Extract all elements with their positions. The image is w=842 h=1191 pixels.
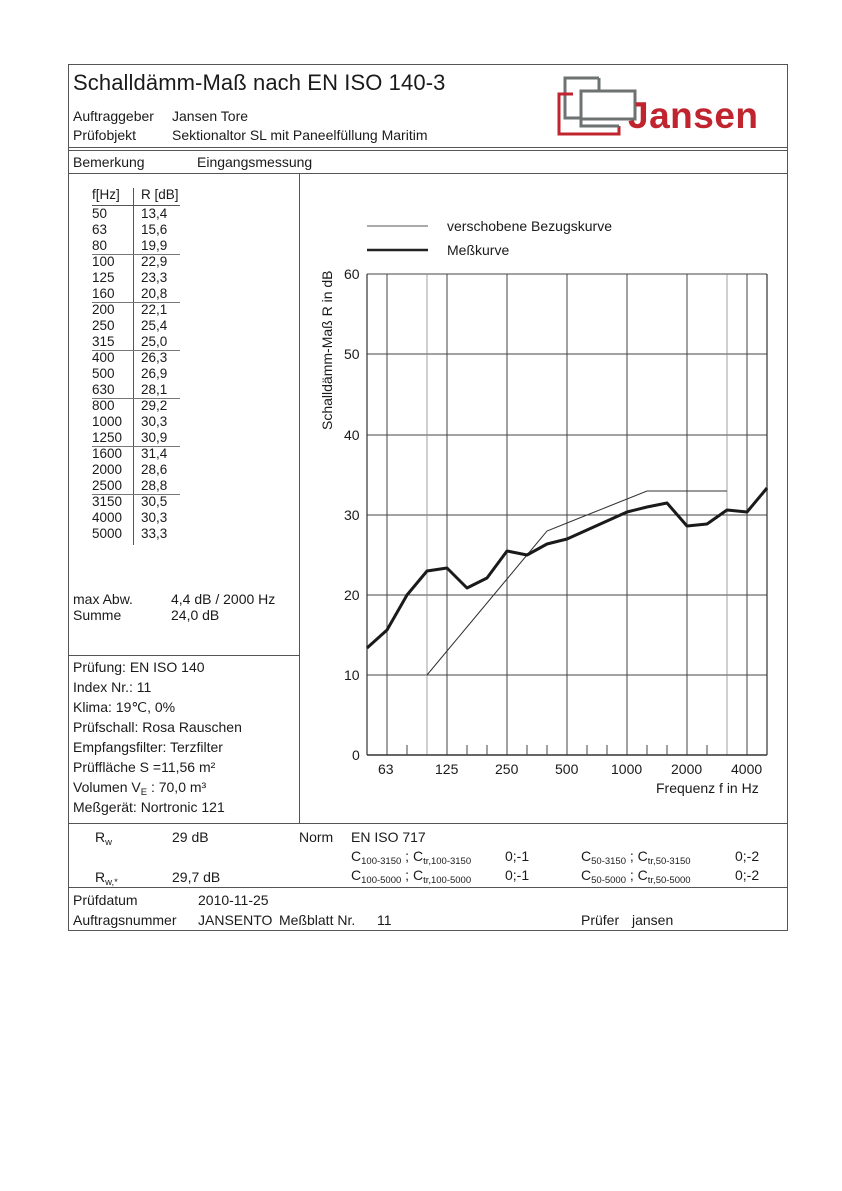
- c-50-5000-value: 0;-2: [735, 867, 760, 883]
- table-group-divider: [92, 254, 180, 255]
- x-tick-500: 500: [555, 761, 579, 777]
- x-tick-4000: 4000: [731, 761, 763, 777]
- c-100-5000-value: 0;-1: [505, 867, 530, 883]
- report-frame: [68, 64, 788, 931]
- table-group-divider: [92, 398, 180, 399]
- object-label: Prüfobjekt: [73, 127, 137, 143]
- table-group-divider: [92, 446, 180, 447]
- y-axis-label: Schalldämm-Maß R in dB: [319, 270, 335, 431]
- receive-filter: Empfangsfilter: Terzfilter: [73, 739, 223, 755]
- max-deviation-label: max Abw.: [73, 591, 133, 607]
- table-group-divider: [92, 494, 180, 495]
- sum-label: Summe: [73, 607, 122, 623]
- order-number-value: JANSENTO: [198, 912, 273, 928]
- vertical-gridlines: [386, 274, 748, 755]
- x-axis-label: Frequenz f in Hz: [656, 780, 759, 796]
- test-date-value: 2010-11-25: [198, 892, 269, 908]
- tester-label: Prüfer: [581, 912, 620, 928]
- sheet-number-value: 11: [377, 912, 392, 928]
- footer-divider: [68, 887, 788, 888]
- reference-curve: [426, 490, 727, 676]
- test-area: Prüffläche S =11,56 m²: [73, 759, 216, 775]
- legend-measurement-label: Meßkurve: [447, 242, 510, 258]
- c-100-3150-value: 0;-1: [505, 848, 530, 864]
- tester-value: jansen: [632, 912, 674, 928]
- table-group-divider: [92, 350, 180, 351]
- sound-insulation-chart: [365, 225, 769, 756]
- c-50-3150-value: 0;-2: [735, 848, 760, 864]
- table-header-r: R [dB]: [141, 187, 179, 202]
- sum-value: 24,0 dB: [171, 607, 220, 623]
- remark-label: Bemerkung: [73, 154, 145, 170]
- rw-star-label: Rw,*: [95, 869, 118, 888]
- header-divider-double: [68, 150, 788, 151]
- y-tick-10: 10: [344, 667, 360, 683]
- measurement-curve: [365, 487, 769, 650]
- y-tick-0: 0: [352, 747, 360, 763]
- c-50-5000: C50-5000 ; Ctr,50-5000: [581, 867, 691, 886]
- sheet-number-label: Meßblatt Nr.: [279, 912, 356, 928]
- volume: Volumen VE : 70,0 m³: [73, 779, 207, 798]
- climate: Klima: 19℃, 0%: [73, 699, 176, 715]
- x-tick-2000: 2000: [671, 761, 703, 777]
- jansen-logo: [555, 74, 785, 136]
- rw-label: Rw: [95, 829, 112, 848]
- remark-divider: [68, 173, 788, 174]
- table-header-underline: [92, 205, 180, 206]
- x-tick-125: 125: [435, 761, 459, 777]
- client-value: Jansen Tore: [172, 108, 249, 124]
- c-100-3150: C100-3150 ; Ctr,100-3150: [351, 848, 472, 867]
- y-tick-40: 40: [344, 427, 360, 443]
- test-date-label: Prüfdatum: [73, 892, 138, 908]
- measurement-device: Meßgerät: Nortronic 121: [73, 799, 225, 815]
- test-signal: Prüfschall: Rosa Rauschen: [73, 719, 242, 735]
- table-column-divider: [133, 188, 134, 545]
- left-column-divider: [68, 655, 299, 656]
- norm-value: EN ISO 717: [351, 829, 426, 845]
- x-minor-ticks: [406, 745, 708, 755]
- x-tick-63: 63: [378, 761, 394, 777]
- y-tick-20: 20: [344, 587, 360, 603]
- remark-value: Eingangsmessung: [197, 154, 313, 170]
- object-value: Sektionaltor SL mit Paneelfüllung Mariti…: [172, 127, 428, 143]
- c-50-3150: C50-3150 ; Ctr,50-3150: [581, 848, 691, 867]
- c-100-5000: C100-5000 ; Ctr,100-5000: [351, 867, 472, 886]
- y-tick-50: 50: [344, 346, 360, 362]
- y-tick-60: 60: [344, 266, 360, 282]
- test-standard: Prüfung: EN ISO 140: [73, 659, 205, 675]
- client-label: Auftraggeber: [73, 108, 154, 124]
- results-divider: [68, 823, 788, 824]
- rw-value: 29 dB: [172, 829, 209, 845]
- legend-reference-label: verschobene Bezugskurve: [447, 218, 612, 234]
- header-divider: [68, 147, 788, 148]
- logo-text: Jansen: [628, 95, 759, 136]
- x-tick-250: 250: [495, 761, 519, 777]
- column-divider: [299, 173, 300, 823]
- order-number-label: Auftragsnummer: [73, 912, 177, 928]
- max-deviation-value: 4,4 dB / 2000 Hz: [171, 591, 276, 607]
- y-tick-30: 30: [344, 507, 360, 523]
- page-title: Schalldämm-Maß nach EN ISO 140-3: [73, 70, 446, 95]
- logo-frames-icon: [557, 76, 637, 136]
- table-group-divider: [92, 302, 180, 303]
- rw-star-value: 29,7 dB: [172, 869, 221, 885]
- norm-label: Norm: [299, 829, 334, 845]
- x-tick-1000: 1000: [611, 761, 643, 777]
- index-number: Index Nr.: 11: [73, 679, 152, 695]
- table-header-f: f[Hz]: [92, 187, 120, 202]
